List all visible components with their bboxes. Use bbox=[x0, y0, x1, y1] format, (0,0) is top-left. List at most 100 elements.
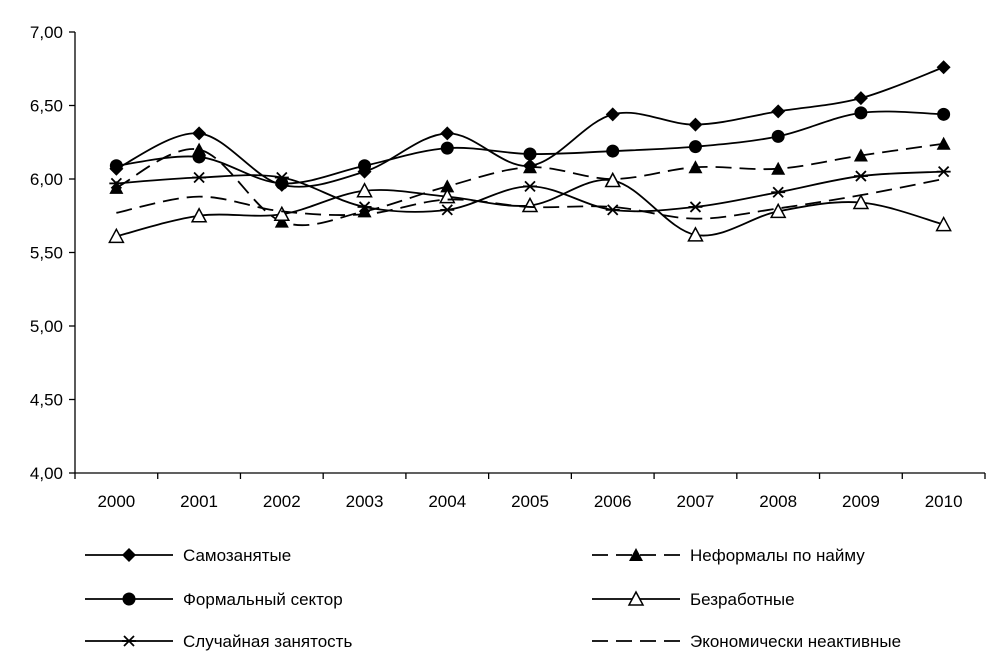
legend-label: Экономически неактивные bbox=[690, 632, 901, 651]
data-point bbox=[356, 182, 373, 198]
data-point bbox=[935, 215, 952, 232]
data-point bbox=[937, 107, 951, 121]
asterisk-stroke bbox=[358, 201, 371, 213]
data-point bbox=[936, 60, 951, 75]
axes: 4,00 4,50 5,00 5,50 6,00 6,50 7,00 2000 2001 2002… bbox=[30, 23, 986, 511]
legend-marker bbox=[122, 548, 136, 562]
legend: Самозанятые Неформалы по найму Формальный … bbox=[85, 546, 901, 651]
x-tick-label: 2000 bbox=[97, 492, 135, 511]
data-point bbox=[357, 201, 372, 213]
x-tick-label: 2005 bbox=[511, 492, 549, 511]
data-point bbox=[108, 227, 125, 244]
legend-marker bbox=[122, 592, 136, 606]
asterisk-stroke bbox=[937, 166, 950, 178]
y-tick-label: 4,50 bbox=[30, 391, 63, 410]
data-point bbox=[853, 148, 868, 162]
asterisk-stroke bbox=[772, 186, 784, 198]
legend-item-4: Случайная занятость bbox=[85, 632, 352, 651]
legend-label: Формальный сектор bbox=[183, 590, 343, 609]
y-tick-label: 4,00 bbox=[30, 464, 63, 483]
data-point bbox=[440, 179, 455, 193]
legend-marker bbox=[627, 590, 645, 606]
asterisk-stroke bbox=[524, 180, 536, 192]
data-point bbox=[771, 161, 786, 175]
data-point bbox=[688, 160, 703, 174]
x-tick-label: 2001 bbox=[180, 492, 218, 511]
data-point bbox=[687, 226, 704, 242]
data-point bbox=[604, 171, 621, 188]
data-point bbox=[936, 166, 951, 178]
data-point bbox=[274, 171, 289, 184]
data-point bbox=[771, 186, 786, 198]
data-point bbox=[192, 171, 207, 184]
asterisk-stroke bbox=[855, 170, 867, 182]
data-point bbox=[521, 196, 539, 213]
x-tick-label: 2003 bbox=[346, 492, 384, 511]
data-point bbox=[523, 160, 537, 174]
data-point bbox=[769, 202, 787, 219]
data-point bbox=[936, 136, 951, 150]
x-tick-label: 2004 bbox=[428, 492, 466, 511]
legend-marker bbox=[122, 635, 136, 647]
x-tick-label: 2006 bbox=[594, 492, 632, 511]
series-layer bbox=[108, 60, 952, 244]
x-tick-label: 2009 bbox=[842, 492, 880, 511]
series-3 bbox=[108, 171, 952, 244]
series-line bbox=[116, 178, 944, 220]
series-5 bbox=[116, 178, 944, 220]
data-point bbox=[523, 180, 537, 192]
data-point bbox=[273, 205, 291, 222]
series-4 bbox=[109, 166, 951, 216]
legend-label: Неформалы по найму bbox=[690, 546, 865, 565]
data-point bbox=[190, 207, 208, 223]
legend-label: Безработные bbox=[690, 590, 795, 609]
data-point bbox=[109, 177, 124, 190]
data-point bbox=[358, 159, 372, 173]
legend-item-1: Неформалы по найму bbox=[592, 546, 865, 565]
x-tick-label: 2007 bbox=[677, 492, 715, 511]
data-point bbox=[771, 104, 786, 119]
data-point bbox=[853, 91, 868, 106]
data-point bbox=[109, 159, 123, 173]
data-point bbox=[192, 126, 207, 141]
asterisk-stroke bbox=[441, 204, 453, 216]
legend-item-0: Самозанятые bbox=[85, 546, 291, 565]
data-point bbox=[605, 107, 620, 122]
x-tick-label: 2010 bbox=[925, 492, 963, 511]
legend-label: Самозанятые bbox=[183, 546, 291, 565]
x-tick-label: 2008 bbox=[759, 492, 797, 511]
data-point bbox=[192, 150, 206, 164]
data-point bbox=[853, 170, 868, 182]
asterisk-stroke bbox=[689, 201, 702, 213]
data-point bbox=[605, 204, 620, 216]
data-point bbox=[440, 141, 454, 155]
series-2 bbox=[109, 106, 951, 190]
data-point bbox=[274, 214, 289, 228]
asterisk-stroke bbox=[123, 635, 135, 647]
data-point bbox=[688, 140, 702, 154]
data-point bbox=[109, 180, 124, 194]
data-point bbox=[854, 106, 868, 120]
data-point bbox=[606, 144, 620, 158]
legend-marker bbox=[629, 548, 643, 561]
x-tick-label: 2002 bbox=[263, 492, 301, 511]
data-point bbox=[852, 193, 870, 210]
y-tick-label: 6,50 bbox=[30, 97, 63, 116]
data-point bbox=[771, 129, 785, 143]
asterisk-stroke bbox=[193, 171, 205, 184]
y-tick-label: 7,00 bbox=[30, 23, 63, 42]
data-point bbox=[440, 126, 455, 141]
asterisk-stroke bbox=[276, 171, 288, 184]
y-tick-label: 5,50 bbox=[30, 244, 63, 263]
legend-item-2: Формальный сектор bbox=[85, 590, 343, 609]
legend-item-3: Безработные bbox=[592, 590, 795, 609]
legend-label: Случайная занятость bbox=[183, 632, 352, 651]
data-point bbox=[440, 204, 455, 216]
legend-item-5: Экономически неактивные bbox=[592, 632, 901, 651]
data-point bbox=[688, 201, 703, 213]
asterisk-stroke bbox=[110, 177, 123, 190]
y-tick-label: 5,00 bbox=[30, 317, 63, 336]
y-tick-label: 6,00 bbox=[30, 170, 63, 189]
data-point bbox=[688, 117, 703, 132]
